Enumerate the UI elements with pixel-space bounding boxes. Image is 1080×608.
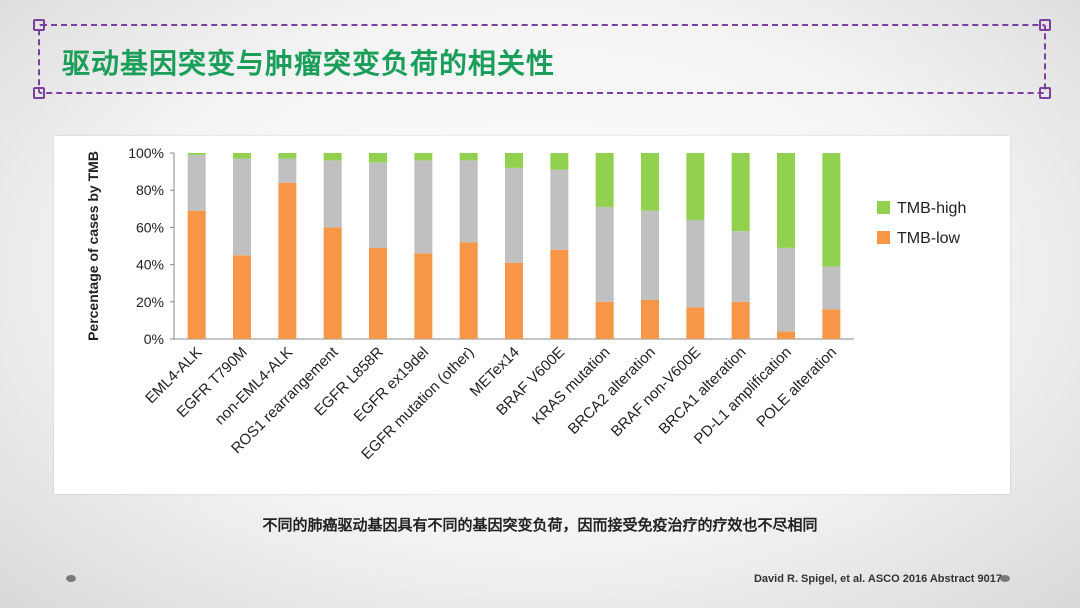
bar-middle <box>459 160 478 243</box>
y-axis-label: Percentage of cases by TMB <box>85 151 101 341</box>
bar-tmb-low <box>731 301 750 339</box>
bar-tmb-low <box>686 307 705 339</box>
bar-tmb-high <box>641 153 659 211</box>
bar-tmb-low <box>414 253 433 339</box>
slide-caption: 不同的肺癌驱动基因具有不同的基因突变负荷，因而接受免疫治疗的疗效也不尽相同 <box>262 516 818 534</box>
frame-corner <box>1039 87 1051 99</box>
bar-tmb-high <box>686 153 705 220</box>
legend-swatch <box>877 231 890 244</box>
bar-middle <box>777 247 795 332</box>
bar-tmb-low <box>233 255 251 339</box>
bar-tmb-high <box>187 153 206 155</box>
y-tick-label: 0% <box>144 331 164 347</box>
bar-tmb-high <box>595 153 614 207</box>
bar-tmb-low <box>777 331 795 339</box>
y-tick-label: 80% <box>136 182 164 198</box>
bar-middle <box>595 206 614 302</box>
bar-tmb-high <box>777 153 795 248</box>
bar-middle <box>686 219 705 308</box>
bar-tmb-high <box>550 153 569 170</box>
bar-tmb-high <box>323 153 342 161</box>
bar-middle <box>369 162 387 248</box>
chart-panel: 0% 20% 40% 60% 80% 100% EML4-ALK EGFR T790M non… <box>54 136 1010 494</box>
legend-label: TMB-high <box>897 200 966 217</box>
frame-corner <box>33 87 45 99</box>
x-tick-label: KRAS mutation <box>529 344 614 429</box>
bar-tmb-high <box>414 153 433 161</box>
bar-tmb-high <box>369 153 387 163</box>
legend-swatch <box>877 201 890 214</box>
bar-tmb-low <box>822 309 841 339</box>
bullet-dot <box>1000 575 1010 582</box>
bar-tmb-low <box>595 301 614 339</box>
bar-tmb-high <box>505 153 523 168</box>
bar-tmb-low <box>550 249 569 339</box>
bar-middle <box>822 266 841 310</box>
bar-middle <box>414 160 433 254</box>
y-tick-label: 20% <box>136 294 164 310</box>
legend-label: TMB-low <box>897 230 961 247</box>
bar-tmb-high <box>731 153 750 232</box>
y-tick-label: 60% <box>136 219 164 235</box>
bar-middle <box>323 160 342 228</box>
x-tick-label: non-EML4-ALK <box>212 344 297 429</box>
bars <box>187 153 841 339</box>
bar-tmb-high <box>459 153 478 161</box>
bar-middle <box>550 169 569 250</box>
bar-tmb-low <box>187 210 206 339</box>
bar-tmb-low <box>505 262 523 339</box>
bar-tmb-high <box>233 153 251 159</box>
bar-tmb-high <box>278 153 297 159</box>
bar-tmb-high <box>822 153 841 267</box>
bar-tmb-low <box>459 242 478 339</box>
citation: David R. Spigel, et al. ASCO 2016 Abstra… <box>753 573 1002 585</box>
bar-tmb-low <box>278 182 297 339</box>
legend: TMB-high TMB-low <box>877 200 966 247</box>
bar-middle <box>278 158 297 183</box>
bar-middle <box>233 158 251 256</box>
slide-title: 驱动基因突变与肿瘤突变负荷的相关性 <box>62 47 556 80</box>
bar-middle <box>187 154 206 211</box>
bullet-dot <box>66 575 76 582</box>
y-axis: 0% 20% 40% 60% 80% 100% <box>128 145 854 347</box>
title-frame <box>33 19 1051 99</box>
bar-middle <box>505 167 523 263</box>
bar-tmb-low <box>323 227 342 339</box>
bar-middle <box>641 210 659 300</box>
bar-tmb-low <box>641 299 659 339</box>
y-tick-label: 100% <box>128 145 164 161</box>
bar-tmb-low <box>369 247 387 339</box>
bar-middle <box>731 231 750 302</box>
y-tick-label: 40% <box>136 257 164 273</box>
x-tick-label: POLE alteration <box>753 344 840 431</box>
